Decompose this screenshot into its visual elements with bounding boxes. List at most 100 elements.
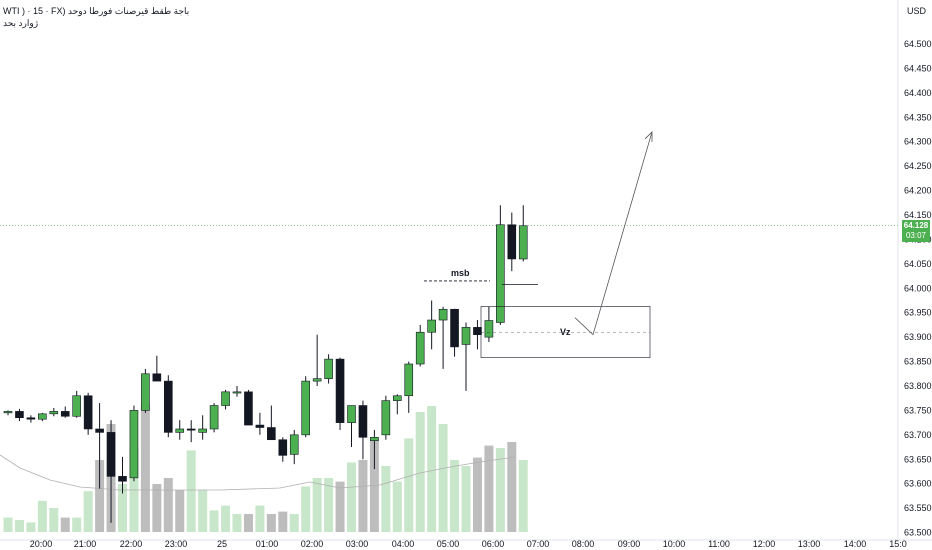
bull-candle (415, 331, 425, 365)
volume-bar (461, 466, 471, 532)
volume-bar (118, 484, 127, 532)
x-tick-label: 14:00 (844, 539, 867, 549)
x-tick-label: 03:00 (346, 539, 369, 549)
volume-bar (381, 466, 391, 532)
volume-bar (209, 510, 219, 532)
volume-bar (495, 448, 505, 532)
x-tick-label: 21:00 (74, 539, 97, 549)
volume-bar (392, 481, 402, 532)
bear-candle (335, 358, 345, 423)
projection-arrowhead (644, 130, 653, 142)
zone-label: Vz (560, 327, 571, 337)
x-tick-label: 12:00 (753, 539, 776, 549)
last-price-value: 64.128 (903, 220, 929, 230)
bull-candle (312, 378, 322, 382)
bear-candle (118, 476, 127, 482)
volume-bar (198, 490, 208, 532)
y-tick-label: 63.600 (904, 479, 932, 489)
volume-bar (484, 445, 494, 532)
y-tick-label: 63.500 (904, 528, 932, 538)
bull-candle (438, 308, 448, 321)
bull-candle (518, 225, 528, 260)
volume-bar (404, 438, 414, 532)
bull-candle (496, 224, 505, 323)
y-tick-label: 64.450 (904, 63, 932, 73)
currency-label: USD (906, 6, 926, 16)
x-tick-label: 06:00 (482, 539, 505, 549)
x-tick-label: 23:00 (165, 539, 188, 549)
y-tick-label: 63.650 (904, 454, 932, 464)
projection-path (574, 131, 653, 336)
volume-bar (358, 460, 368, 532)
volume-bar (72, 517, 82, 532)
volume-bar (26, 522, 36, 532)
volume-bar (232, 514, 242, 532)
bear-candle (164, 380, 173, 433)
msb-label: msb (451, 268, 470, 278)
symbol-title: WTI ) · 15 · FX) باجة طقط قيرصنات فورطا … (3, 6, 190, 16)
y-tick-label: 63.900 (904, 332, 932, 342)
y-tick-label: 64.150 (904, 210, 932, 220)
y-tick-label: 64.000 (904, 283, 932, 293)
bear-candle (358, 405, 368, 438)
volume-bar (415, 412, 425, 532)
bear-candle (152, 373, 162, 382)
volume-bar (301, 486, 311, 532)
bull-candle (72, 395, 81, 417)
bull-candle (175, 428, 185, 433)
x-tick-label: 07:00 (527, 539, 550, 549)
bull-candle (381, 400, 391, 436)
x-tick-label: 15:0 (889, 539, 907, 549)
volume-bar (427, 406, 437, 532)
bear-candle (95, 428, 104, 433)
bull-candle (427, 319, 436, 333)
bear-candle (473, 327, 482, 335)
chart-legend: WTI ) · 15 · FX) باجة طقط قيرصنات فورطا … (3, 5, 189, 29)
bull-candle (129, 410, 139, 479)
bull-candle (301, 380, 311, 436)
volume-bar (312, 478, 322, 532)
x-tick-label: 08:00 (572, 539, 595, 549)
volume-bar (278, 511, 288, 532)
volume-bar (335, 481, 345, 532)
countdown-timer: 03:07 (905, 230, 927, 240)
volume-bar (347, 462, 356, 532)
x-tick-label: 05:00 (437, 539, 460, 549)
bull-candle (232, 391, 242, 394)
y-tick-label: 63.750 (904, 405, 932, 415)
y-tick-label: 64.250 (904, 161, 932, 171)
bear-candle (60, 411, 70, 417)
bear-candle (267, 427, 276, 441)
bull-candle (404, 363, 414, 397)
y-tick-label: 63.550 (904, 503, 932, 513)
bull-candle (370, 436, 379, 442)
volume-bar (438, 424, 448, 532)
bull-candle (49, 411, 59, 415)
last-price-tag: 64.128 03:07 (902, 219, 930, 242)
volume-bar (255, 505, 265, 532)
y-tick-label: 63.850 (904, 357, 932, 367)
bull-candle (209, 405, 219, 430)
volume-bar (450, 460, 460, 532)
x-tick-label: 25 (217, 539, 227, 549)
bull-candle (221, 391, 230, 406)
bull-candle (484, 320, 494, 338)
volume-bar (186, 450, 196, 532)
volume-bar (152, 484, 162, 532)
volume-bar (266, 514, 276, 532)
y-tick-label: 63.950 (904, 308, 932, 318)
bull-candle (3, 411, 13, 414)
indicator-label: ژوارد بحد (3, 18, 39, 28)
x-tick-label: 10:00 (663, 539, 686, 549)
bull-candle (461, 327, 471, 345)
volume-bar (175, 490, 185, 532)
bear-candle (15, 411, 24, 419)
volume-bar (3, 517, 13, 532)
volume-bar (507, 442, 517, 532)
volume-bar (221, 505, 231, 532)
bull-candle (38, 413, 47, 420)
volume-bar (140, 403, 150, 532)
y-tick-label: 63.800 (904, 381, 932, 391)
volume-bar (95, 460, 105, 532)
